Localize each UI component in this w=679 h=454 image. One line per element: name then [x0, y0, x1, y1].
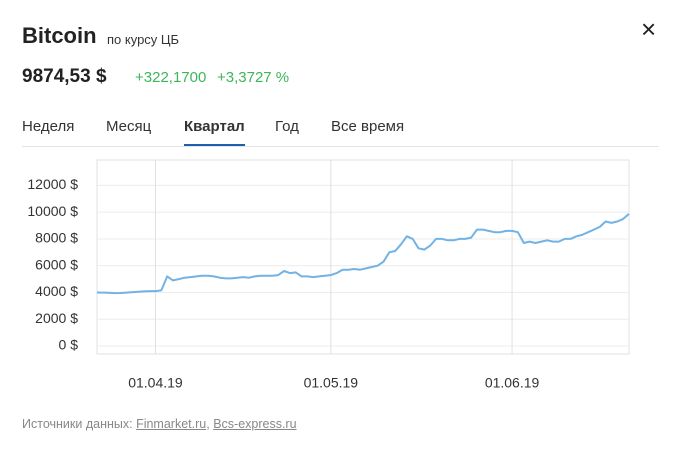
subtitle: по курсу ЦБ: [107, 32, 180, 47]
plot-frame: [96, 159, 630, 355]
title: Bitcoin: [22, 23, 97, 48]
change-percent: +3,3727 %: [217, 69, 290, 86]
source-link[interactable]: Bcs-express.ru: [213, 417, 297, 431]
link-separator: ,: [206, 417, 210, 431]
separator: [22, 146, 659, 147]
y-tick-label: 4000 $: [35, 283, 78, 299]
price: 9874,53 $: [22, 66, 107, 87]
footer-label: Источники данных:: [22, 417, 133, 431]
x-tick-label: 01.06.19: [485, 375, 540, 391]
y-tick-label: 6000 $: [35, 256, 78, 272]
y-tick-label: 2000 $: [35, 310, 78, 326]
tab[interactable]: Квартал: [184, 118, 245, 146]
x-tick-label: 01.05.19: [304, 375, 359, 391]
source-link[interactable]: Finmarket.ru: [136, 417, 207, 431]
y-tick-label: 8000 $: [35, 230, 78, 246]
tab[interactable]: Все время: [331, 118, 405, 135]
price-line: [96, 213, 630, 295]
y-tick-label: 10000 $: [27, 203, 78, 219]
y-tick-label: 12000 $: [27, 176, 78, 192]
close-button[interactable]: ×: [641, 14, 657, 44]
footer: Источники данных: Finmarket.ru, Bcs-expr…: [22, 417, 297, 431]
tab[interactable]: Неделя: [22, 118, 75, 135]
change: +322,1700: [135, 69, 207, 86]
tab[interactable]: Месяц: [106, 118, 152, 135]
x-tick-label: 01.04.19: [128, 375, 183, 391]
tab[interactable]: Год: [275, 118, 299, 135]
y-tick-label: 0 $: [59, 337, 79, 353]
